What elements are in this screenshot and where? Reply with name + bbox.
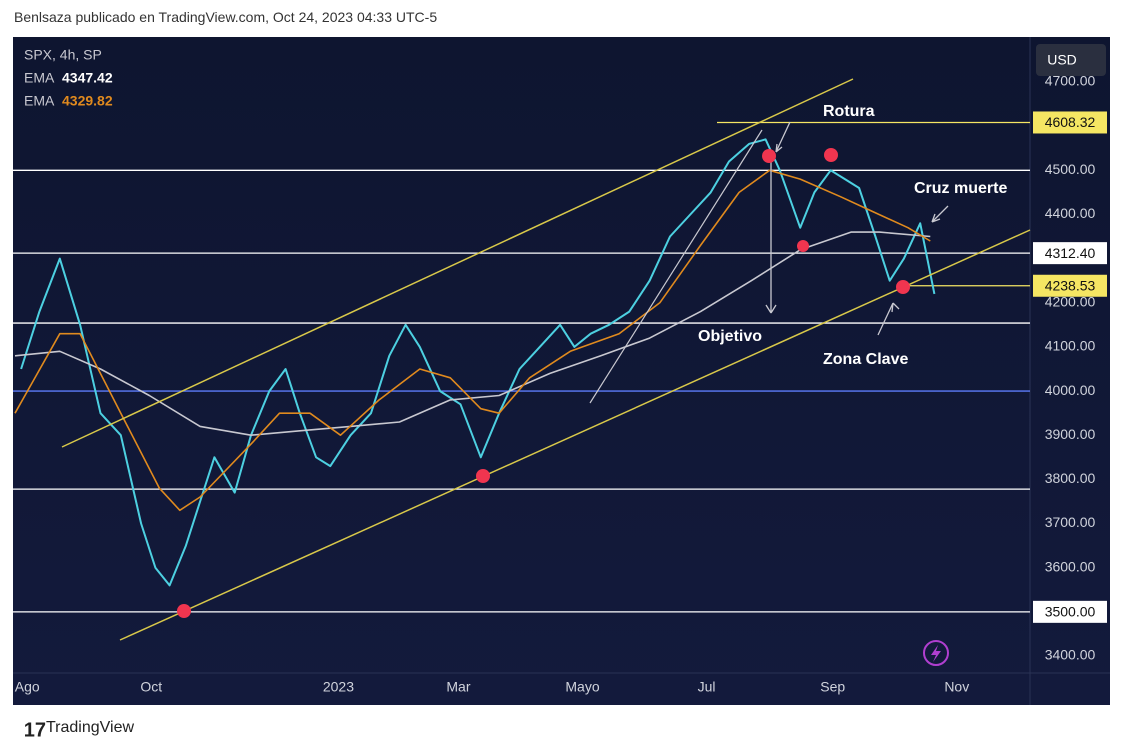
annotation: Rotura bbox=[823, 103, 875, 120]
symbol-label: SPX, 4h, SP bbox=[24, 47, 102, 63]
legend-value: 4347.42 bbox=[62, 70, 113, 86]
price-label: 4238.53 bbox=[1045, 277, 1096, 293]
arrow bbox=[877, 302, 900, 336]
ema-line bbox=[14, 169, 931, 512]
chart-panel bbox=[13, 37, 1110, 705]
brand-logo: 17 bbox=[24, 719, 46, 741]
y-tick-label: 4700.00 bbox=[1045, 73, 1096, 89]
arrows bbox=[765, 121, 949, 336]
alert-icon[interactable] bbox=[923, 640, 949, 666]
y-tick-label: 4100.00 bbox=[1045, 338, 1096, 354]
y-tick-label: 4500.00 bbox=[1045, 161, 1096, 177]
pivot-dot bbox=[476, 469, 490, 483]
price-label-box bbox=[1033, 274, 1107, 297]
arrow bbox=[775, 121, 791, 153]
arrow bbox=[765, 162, 777, 314]
price-label: 4312.40 bbox=[1045, 245, 1096, 261]
pivot-dot bbox=[797, 240, 809, 252]
price-label: 4608.32 bbox=[1045, 114, 1096, 130]
y-tick-label: 3700.00 bbox=[1045, 514, 1096, 530]
price-label-box bbox=[1033, 600, 1107, 623]
annotation: Zona Clave bbox=[823, 351, 908, 368]
pivot-dot bbox=[762, 149, 776, 163]
arrow bbox=[931, 205, 949, 223]
legend-name: EMA bbox=[24, 93, 55, 109]
x-tick-label: 2023 bbox=[323, 679, 354, 695]
x-tick-label: Nov bbox=[944, 679, 969, 695]
price-label-box bbox=[1033, 111, 1107, 134]
y-tick-label: 3600.00 bbox=[1045, 558, 1096, 574]
y-tick-label: 3800.00 bbox=[1045, 470, 1096, 486]
x-tick-label: Ago bbox=[15, 679, 40, 695]
y-tick-label: 4400.00 bbox=[1045, 205, 1096, 221]
legend-value: 4329.82 bbox=[62, 93, 113, 109]
price-label: 3500.00 bbox=[1045, 604, 1096, 620]
currency[interactable]: USD bbox=[1047, 52, 1077, 68]
y-tick-label: 3900.00 bbox=[1045, 426, 1096, 442]
footer-brand: TradingView bbox=[46, 719, 135, 736]
annotation: Cruz muerte bbox=[914, 180, 1007, 197]
x-tick-label: Sep bbox=[820, 679, 845, 695]
y-tick-label: 4000.00 bbox=[1045, 382, 1096, 398]
pivot-dot bbox=[177, 604, 191, 618]
legend-name: EMA bbox=[24, 70, 55, 86]
x-tick-label: Oct bbox=[140, 679, 162, 695]
y-tick-label: 4200.00 bbox=[1045, 293, 1096, 309]
x-tick-label: Jul bbox=[698, 679, 716, 695]
annotation: Objetivo bbox=[698, 328, 762, 345]
pivot-dots bbox=[177, 148, 910, 618]
pivot-dot bbox=[824, 148, 838, 162]
pivot-dot bbox=[896, 280, 910, 294]
currency-box[interactable] bbox=[1036, 44, 1106, 76]
channel-upper bbox=[61, 78, 854, 448]
y-tick-label: 3400.00 bbox=[1045, 647, 1096, 663]
channel-lower bbox=[119, 229, 1031, 641]
ema-line bbox=[14, 231, 931, 436]
trend-line bbox=[589, 129, 763, 404]
header: Benlsaza publicado en TradingView.com, O… bbox=[14, 9, 438, 25]
alert-icon-bolt bbox=[931, 645, 941, 662]
price-label-box bbox=[1033, 242, 1107, 265]
price-line bbox=[20, 138, 936, 587]
x-tick-label: Mar bbox=[446, 679, 470, 695]
x-tick-label: Mayo bbox=[565, 679, 599, 695]
